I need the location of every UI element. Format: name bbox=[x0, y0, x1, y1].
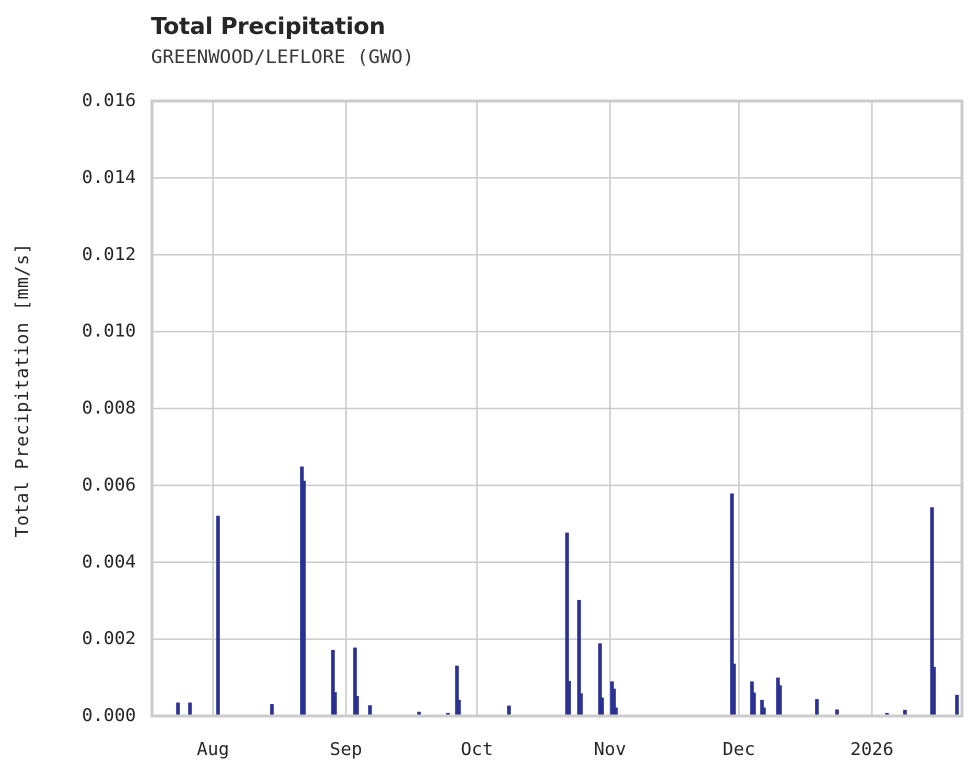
y-axis-ticks: 0.000 0.002 0.004 0.006 0.008 0.010 0.012 0.014… bbox=[82, 90, 136, 726]
bar bbox=[600, 697, 604, 716]
x-axis-tick-label: Aug bbox=[197, 739, 230, 760]
x-axis-tick-label: 2026 bbox=[850, 739, 893, 760]
axis-frame bbox=[150, 99, 964, 718]
bar bbox=[333, 692, 337, 716]
x-axis-tick-label: Dec bbox=[723, 739, 756, 760]
bar bbox=[612, 688, 616, 716]
bar bbox=[216, 515, 220, 716]
y-axis-tick-label: 0.012 bbox=[82, 244, 136, 265]
y-axis-tick-label: 0.010 bbox=[82, 321, 136, 342]
bar bbox=[815, 699, 819, 716]
y-axis-tick-label: 0.008 bbox=[82, 398, 136, 419]
bar bbox=[300, 466, 304, 716]
y-axis-tick-label: 0.006 bbox=[82, 474, 136, 495]
y-axis-tick-label: 0.004 bbox=[82, 551, 136, 572]
chart-header: Total Precipitation GREENWOOD/LEFLORE (G… bbox=[151, 14, 851, 70]
page-title: Total Precipitation bbox=[151, 14, 386, 40]
bar bbox=[835, 709, 839, 716]
bar bbox=[270, 704, 274, 716]
y-axis-tick-label: 0.000 bbox=[82, 705, 136, 726]
bar bbox=[614, 707, 618, 716]
x-axis-tick-label: Nov bbox=[594, 739, 627, 760]
bar bbox=[368, 705, 372, 716]
bar bbox=[610, 681, 614, 716]
x-axis-tick-label: Sep bbox=[330, 739, 363, 760]
bar bbox=[955, 694, 959, 716]
bar bbox=[577, 599, 581, 716]
bar bbox=[567, 681, 571, 716]
bar bbox=[598, 643, 602, 716]
x-axis-tick-label: Oct bbox=[461, 739, 494, 760]
bar bbox=[355, 696, 359, 716]
bar bbox=[457, 699, 461, 716]
y-axis-tick-label: 0.014 bbox=[82, 167, 136, 188]
bar bbox=[455, 665, 459, 716]
chart-subtitle: GREENWOOD/LEFLORE (GWO) bbox=[151, 46, 415, 68]
bar bbox=[507, 705, 511, 716]
bar bbox=[188, 702, 192, 716]
bar bbox=[302, 480, 306, 716]
bar bbox=[730, 493, 734, 716]
bar bbox=[176, 702, 180, 716]
bar bbox=[776, 677, 780, 716]
bar bbox=[778, 685, 782, 716]
bar-series bbox=[176, 466, 959, 716]
bar bbox=[760, 699, 764, 716]
bar bbox=[930, 507, 934, 716]
bar bbox=[903, 709, 907, 716]
bar bbox=[750, 681, 754, 716]
bar bbox=[417, 711, 421, 716]
bar bbox=[565, 532, 569, 716]
bar bbox=[732, 663, 736, 716]
bar bbox=[331, 649, 335, 716]
bar bbox=[885, 712, 889, 716]
bar bbox=[353, 647, 357, 716]
bar bbox=[446, 712, 450, 716]
y-axis-tick-label: 0.016 bbox=[82, 90, 136, 111]
y-axis-tick-label: 0.002 bbox=[82, 628, 136, 649]
bar bbox=[932, 666, 936, 716]
gridlines bbox=[152, 101, 962, 716]
bar bbox=[752, 692, 756, 716]
bar bbox=[579, 693, 583, 716]
bar bbox=[762, 707, 766, 716]
x-axis-ticks: Aug Sep Oct Nov Dec 2026 bbox=[197, 739, 894, 760]
